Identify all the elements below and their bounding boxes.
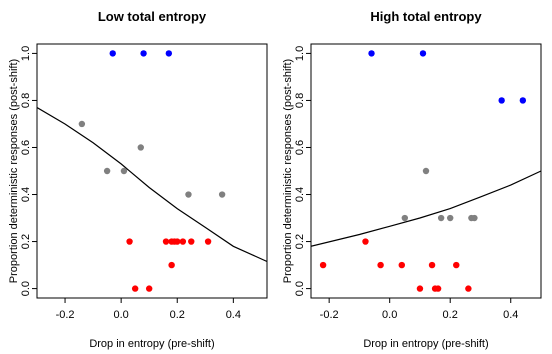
data-point (140, 50, 147, 57)
data-point (471, 214, 478, 222)
x-tick-label: 0.4 (503, 309, 518, 321)
data-point (103, 167, 111, 175)
data-point (398, 261, 405, 269)
x-tick-label: 0.0 (113, 309, 128, 321)
data-point (188, 238, 195, 245)
data-point (428, 261, 436, 269)
data-point (447, 214, 454, 222)
y-tick-label: 0.2 (294, 234, 306, 249)
data-point (145, 285, 153, 292)
fit-curve (37, 106, 267, 263)
plot-frame (36, 43, 268, 299)
data-point (179, 238, 187, 245)
y-axis-label: Proportion deterministic responses (post… (8, 59, 20, 283)
y-tick-label: 0.8 (294, 93, 306, 108)
data-point (498, 97, 505, 104)
x-tick-label: 0.2 (443, 309, 458, 321)
data-point (126, 238, 133, 245)
data-point (120, 167, 128, 175)
data-point (416, 285, 424, 292)
x-tick-label: 0.4 (226, 309, 241, 321)
data-point (165, 50, 173, 57)
data-point (218, 191, 226, 198)
data-point (453, 261, 460, 269)
y-axis-label: Proportion deterministic responses (post… (282, 59, 294, 283)
x-tick-label: -0.2 (56, 309, 75, 321)
data-point (519, 97, 527, 104)
data-point (185, 191, 192, 198)
data-point (168, 261, 175, 269)
y-tick-label: 0.2 (20, 234, 32, 249)
fit-curve (311, 170, 541, 247)
panel-high-total-entropy: High total entropy Drop in entropy (pre-… (282, 9, 542, 350)
x-axis-label: Drop in entropy (pre-shift) (89, 338, 214, 350)
data-point (401, 214, 409, 222)
x-tick-label: 0.2 (170, 309, 185, 321)
data-point (368, 50, 375, 57)
x-axis-label: Drop in entropy (pre-shift) (363, 338, 488, 350)
data-point (137, 144, 144, 151)
data-point (174, 238, 181, 245)
data-point (419, 50, 427, 57)
data-point (78, 120, 86, 128)
chart-title: High total entropy (370, 9, 482, 24)
data-point (362, 238, 369, 245)
y-tick-label: 0.6 (20, 140, 32, 155)
data-point (162, 238, 170, 245)
y-tick-label: 0.6 (294, 140, 306, 155)
panel-low-total-entropy: Low total entropy Drop in entropy (pre-s… (8, 9, 268, 350)
data-point (131, 285, 139, 292)
y-tick-label: 0.0 (20, 281, 32, 296)
data-point (319, 261, 327, 269)
y-tick-label: 0.4 (20, 187, 32, 202)
y-tick-label: 0.8 (20, 93, 32, 108)
data-point (377, 261, 384, 269)
data-point (204, 238, 212, 245)
x-tick-label: -0.2 (320, 309, 339, 321)
data-point (465, 285, 472, 292)
y-tick-label: 1.0 (20, 46, 32, 61)
data-point (422, 167, 430, 175)
x-tick-label: 0.0 (382, 309, 397, 321)
y-tick-label: 0.4 (294, 187, 306, 202)
y-tick-label: 1.0 (294, 46, 306, 61)
chart-title: Low total entropy (98, 9, 207, 24)
y-tick-label: 0.0 (294, 281, 306, 296)
data-point (437, 214, 445, 222)
data-point (109, 50, 116, 57)
data-point (434, 285, 442, 292)
